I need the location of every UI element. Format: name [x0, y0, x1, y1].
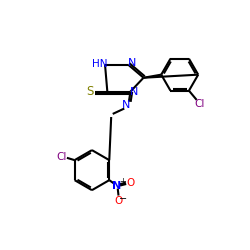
Text: Cl: Cl: [56, 152, 67, 162]
Text: O: O: [114, 196, 123, 206]
Text: S: S: [86, 85, 93, 98]
Text: +: +: [119, 177, 126, 186]
Text: N: N: [122, 100, 130, 110]
Text: O: O: [126, 178, 134, 188]
Text: N: N: [130, 87, 138, 97]
Text: Cl: Cl: [194, 99, 205, 109]
Text: N: N: [112, 181, 122, 191]
Text: −: −: [119, 194, 127, 204]
Text: HN: HN: [92, 59, 108, 69]
Text: N: N: [128, 58, 136, 68]
